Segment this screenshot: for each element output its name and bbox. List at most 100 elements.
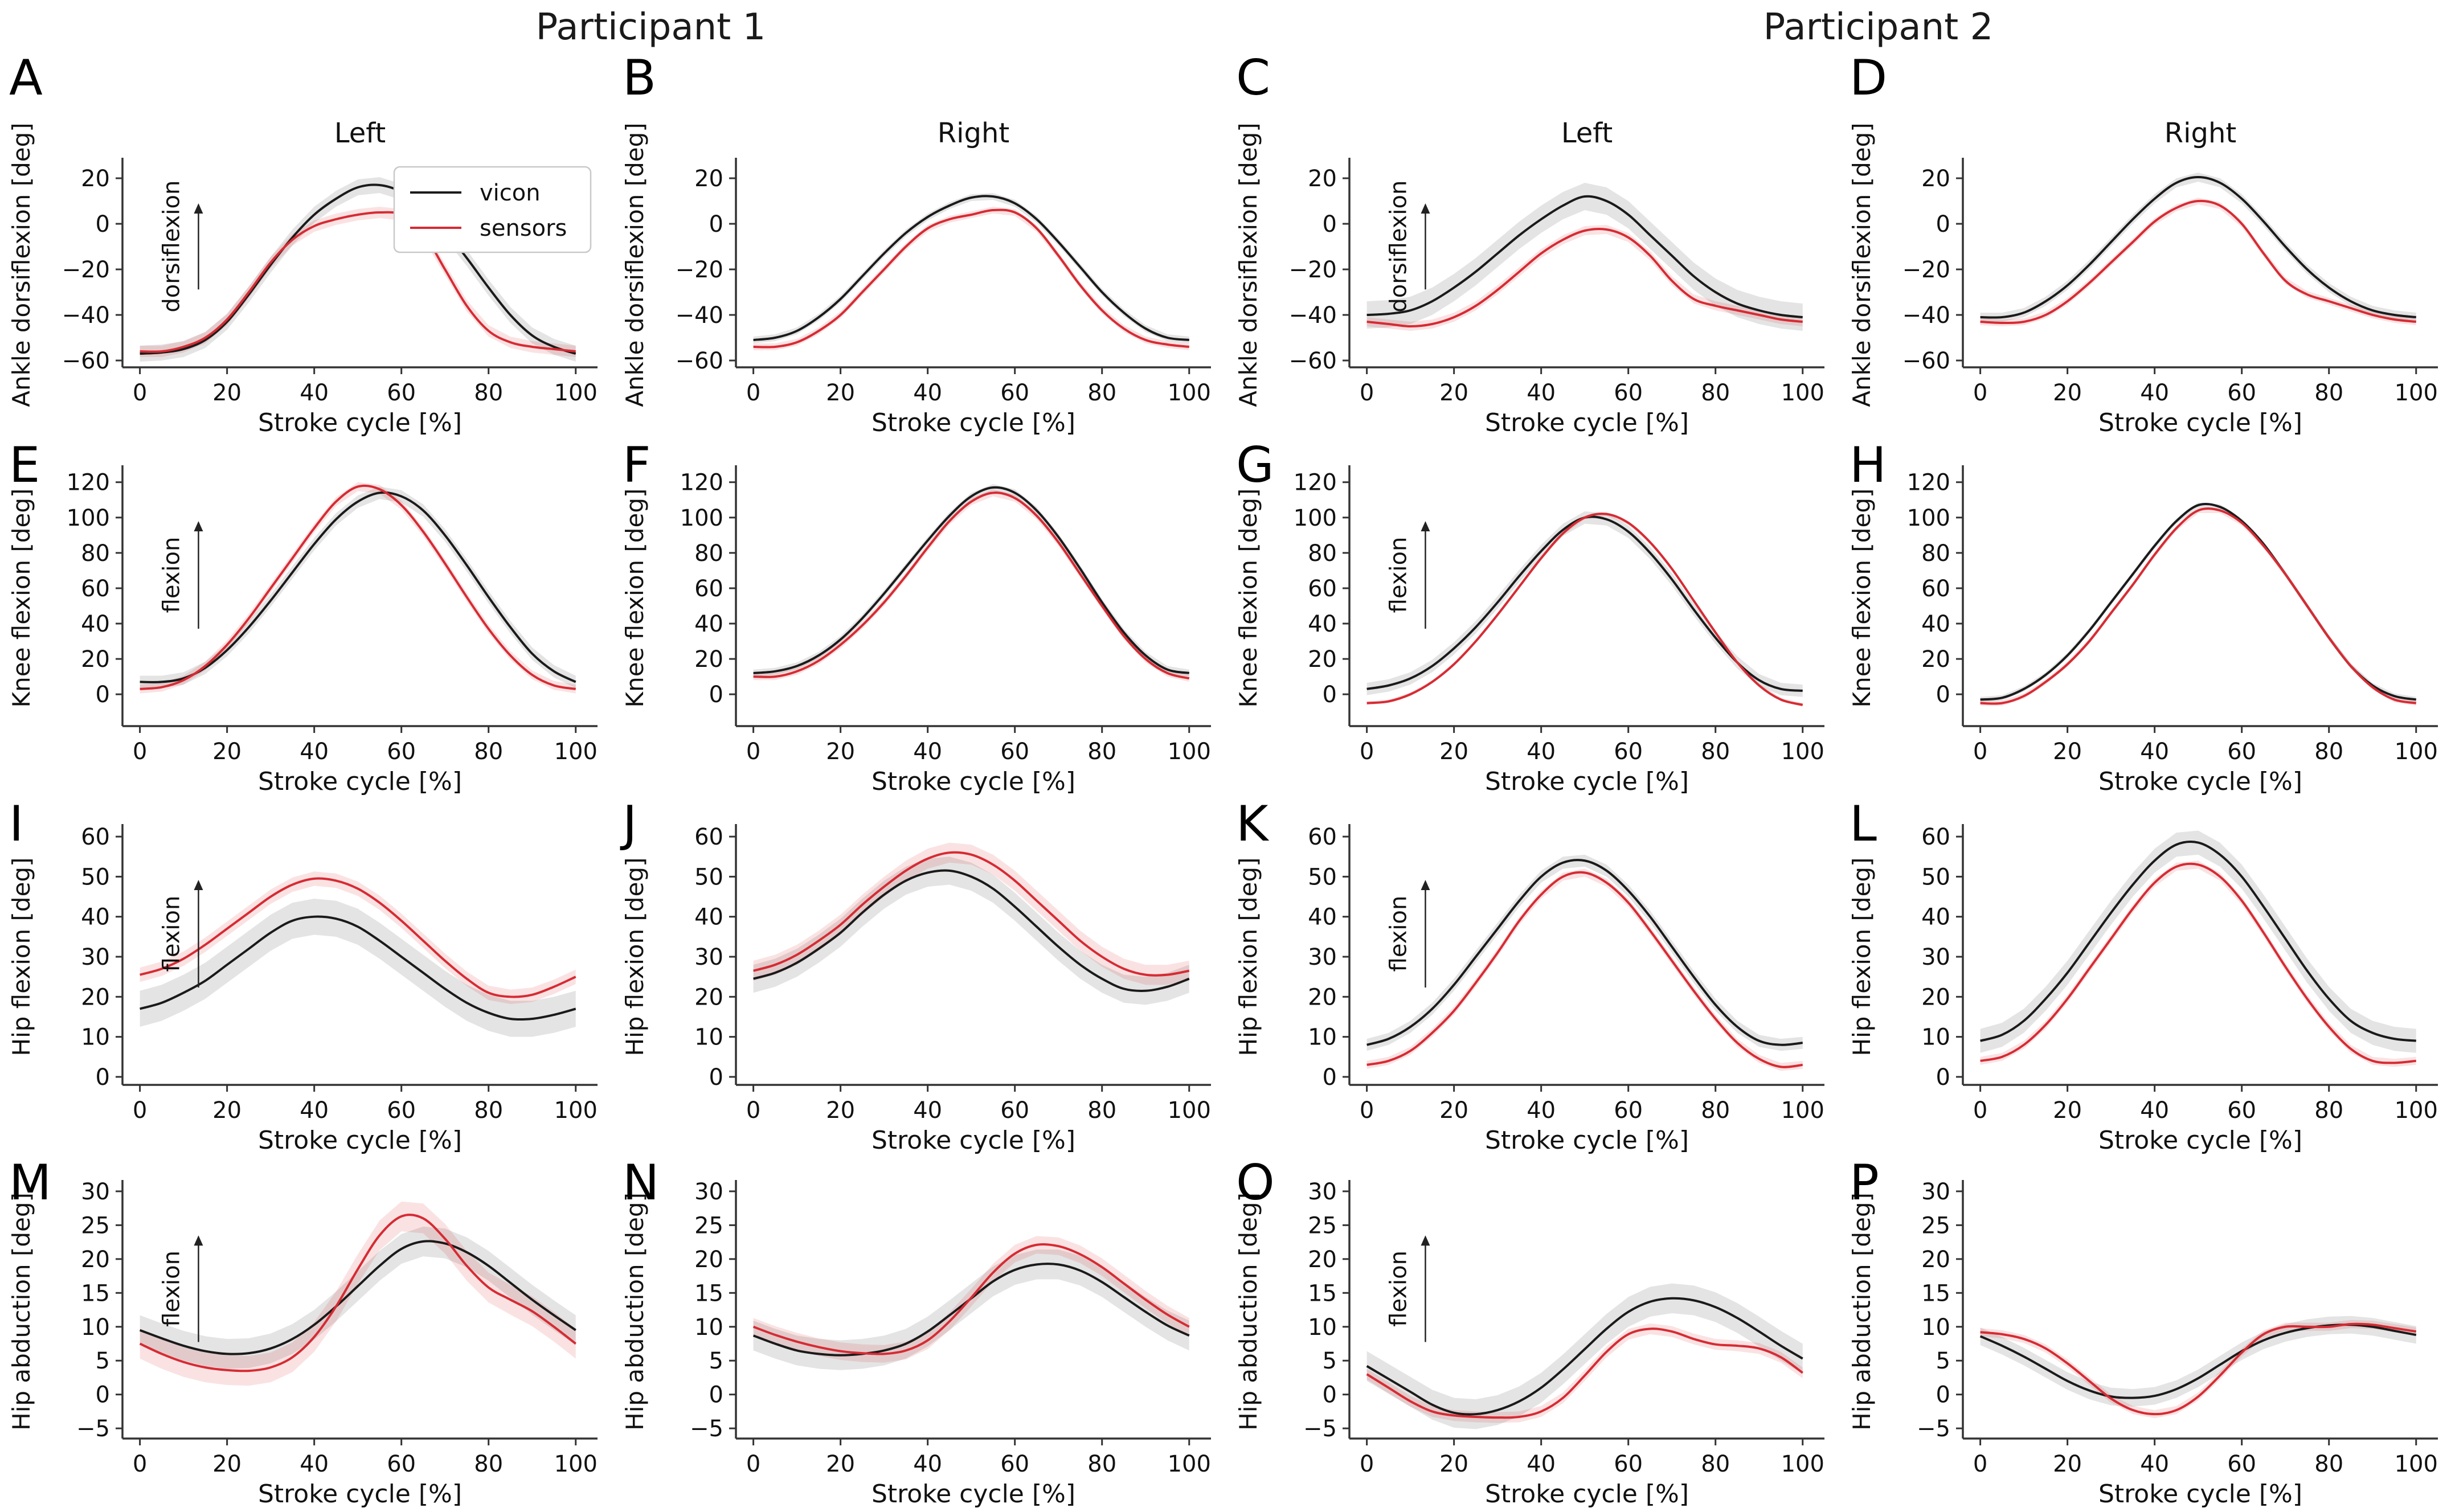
annotation-label: dorsiflexion xyxy=(1385,181,1411,313)
band-sensors xyxy=(1980,861,2416,1067)
y-tick-label: −60 xyxy=(62,348,110,374)
y-tick-label: 0 xyxy=(1936,1064,1950,1091)
x-tick-label: 80 xyxy=(1701,1097,1730,1124)
legend-label-vicon: vicon xyxy=(480,180,541,206)
x-axis-label: Stroke cycle [%] xyxy=(258,767,462,796)
y-tick-label: 30 xyxy=(1921,944,1950,970)
y-tick-label: 0 xyxy=(1323,1382,1337,1408)
y-tick-label: 0 xyxy=(1323,1064,1337,1091)
x-tick-label: 100 xyxy=(2395,1097,2438,1124)
participant-2-title: Participant 2 xyxy=(1763,6,1994,48)
x-tick-label: 80 xyxy=(1087,380,1116,406)
x-tick-label: 100 xyxy=(554,1451,598,1477)
x-tick-label: 0 xyxy=(746,1097,760,1124)
direction-annotation: flexion xyxy=(1385,880,1430,987)
panel-L: L 60 50 40 30 20 10 0 0 20 40 60 80 100 Hip flexion [d… xyxy=(1840,797,2454,1156)
line-sensors xyxy=(1366,227,1803,328)
panel-D-plot: 20 0 −20 −40 −60 0 20 40 60 80 100 Ankle dorsiflexi… xyxy=(1848,117,2438,437)
line-sensors xyxy=(140,211,576,353)
y-tick-label: 5 xyxy=(1936,1348,1950,1374)
y-tick-label: 40 xyxy=(1308,904,1337,931)
x-tick-label: 20 xyxy=(1439,1451,1468,1477)
panel-letter-O: O xyxy=(1236,1154,1275,1211)
y-tick-label: 60 xyxy=(1308,576,1337,602)
y-axis-label: Hip flexion [deg] xyxy=(7,858,35,1056)
line-sensors xyxy=(1366,871,1803,1068)
y-tick-label: 50 xyxy=(1921,864,1950,890)
x-axis-label: Stroke cycle [%] xyxy=(871,1480,1075,1509)
panel-letter-P: P xyxy=(1850,1154,1879,1211)
y-tick-label: 100 xyxy=(680,505,723,531)
y-tick-label: 100 xyxy=(67,505,110,531)
legend: vicon sensors xyxy=(393,166,592,253)
panel-F-plot: 120 100 80 60 40 20 0 0 20 40 60 80 100 Knee flexion … xyxy=(621,465,1211,796)
panel-letter-F: F xyxy=(623,437,651,494)
y-tick-label: 0 xyxy=(709,1064,723,1091)
y-tick-label: −5 xyxy=(76,1416,110,1442)
y-tick-label: 15 xyxy=(694,1280,723,1306)
x-axis-label: Stroke cycle [%] xyxy=(1485,408,1689,437)
y-tick-label: −20 xyxy=(1902,257,1950,283)
x-tick-label: 60 xyxy=(2227,380,2256,406)
band-sensors xyxy=(140,207,576,357)
x-tick-label: 60 xyxy=(387,739,416,765)
x-tick-label: 40 xyxy=(2140,1097,2169,1124)
direction-annotation: dorsiflexion xyxy=(158,181,203,313)
x-tick-label: 60 xyxy=(2227,739,2256,765)
y-tick-label: −60 xyxy=(1289,348,1337,374)
panel-B-plot: 20 0 −20 −40 −60 0 20 40 60 80 100 Ankle dorsiflexi… xyxy=(621,117,1211,437)
band-sensors xyxy=(753,842,1189,985)
y-tick-label: 60 xyxy=(1308,824,1337,850)
x-tick-label: 0 xyxy=(1360,1097,1374,1124)
panel-letter-B: B xyxy=(623,50,656,106)
x-tick-label: 20 xyxy=(1439,739,1468,765)
x-tick-label: 20 xyxy=(212,1451,242,1477)
panel-letter-E: E xyxy=(9,437,40,494)
band-vicon xyxy=(140,899,576,1037)
direction-annotation: flexion xyxy=(158,1235,203,1342)
x-tick-label: 0 xyxy=(133,1097,147,1124)
y-tick-label: −60 xyxy=(676,348,723,374)
arrow-head-icon xyxy=(1421,880,1430,890)
y-tick-label: 15 xyxy=(81,1280,110,1306)
y-tick-label: 60 xyxy=(1921,824,1950,850)
y-tick-label: −5 xyxy=(1917,1416,1950,1442)
x-tick-label: 0 xyxy=(1360,1451,1374,1477)
x-axis-label: Stroke cycle [%] xyxy=(1485,1480,1689,1509)
x-tick-label: 100 xyxy=(554,739,598,765)
x-tick-label: 80 xyxy=(474,1451,503,1477)
x-tick-label: 40 xyxy=(913,1451,942,1477)
y-tick-label: 20 xyxy=(1921,646,1950,673)
x-tick-label: 40 xyxy=(2140,380,2169,406)
x-tick-label: 40 xyxy=(1527,739,1556,765)
panel-B: B 20 0 −20 −40 −60 0 20 40 60 80 100 Ankle dorsiflex… xyxy=(613,51,1227,439)
y-axis-label: Knee flexion [deg] xyxy=(1848,489,1876,708)
y-tick-label: 20 xyxy=(81,166,110,192)
y-tick-label: 30 xyxy=(694,944,723,970)
x-tick-label: 60 xyxy=(1614,380,1643,406)
y-tick-label: 5 xyxy=(1323,1348,1337,1374)
y-tick-label: −20 xyxy=(676,257,723,283)
line-vicon xyxy=(1366,1297,1803,1416)
panel-title: Right xyxy=(2165,117,2236,149)
x-tick-label: 60 xyxy=(2227,1097,2256,1124)
band-sensors xyxy=(1366,1323,1803,1423)
y-tick-label: 20 xyxy=(694,166,723,192)
y-axis-label: Hip abduction [deg] xyxy=(1234,1193,1262,1431)
y-tick-label: 30 xyxy=(1921,1179,1950,1205)
y-tick-label: 0 xyxy=(1323,211,1337,237)
y-tick-label: 0 xyxy=(1936,1382,1950,1408)
x-tick-label: 80 xyxy=(474,1097,503,1124)
band-vicon xyxy=(1980,1316,2416,1407)
x-tick-label: 100 xyxy=(1168,380,1211,406)
x-tick-label: 40 xyxy=(1527,1451,1556,1477)
line-vicon xyxy=(1980,175,2416,319)
panel-N: N 30 25 20 15 10 5 0 −5 0 20 40 60 80 100 Hip abduction… xyxy=(613,1156,1227,1510)
x-tick-label: 100 xyxy=(2395,380,2438,406)
line-vicon xyxy=(753,195,1189,341)
y-tick-label: 80 xyxy=(694,540,723,567)
x-tick-label: 20 xyxy=(1439,380,1468,406)
arrow-head-icon xyxy=(1421,1235,1430,1246)
x-tick-label: 60 xyxy=(1000,380,1029,406)
